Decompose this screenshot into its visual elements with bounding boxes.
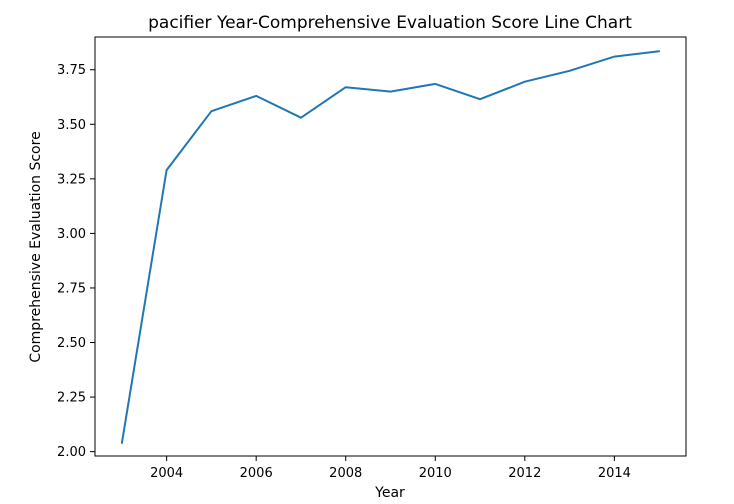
y-axis-ticks: 2.00 2.25 2.50 2.75 3.00 3.25 3.50 3.75	[57, 63, 95, 460]
y-tick-label: 2.25	[57, 391, 86, 406]
x-tick-label: 2008	[329, 466, 362, 481]
x-tick-label: 2010	[419, 466, 452, 481]
x-tick-label: 2012	[508, 466, 541, 481]
plot-area-frame	[94, 36, 687, 457]
y-tick-label: 2.75	[57, 281, 86, 296]
y-tick-label: 2.50	[57, 336, 86, 351]
y-tick-label: 3.00	[57, 227, 86, 242]
x-tick-label: 2006	[240, 466, 273, 481]
x-axis-ticks: 2004 2006 2008 2010 2012 2014	[150, 456, 631, 481]
x-axis-label: Year	[374, 485, 405, 501]
x-tick-label: 2004	[150, 466, 183, 481]
series-line	[120, 50, 661, 444]
y-tick-label: 2.00	[57, 445, 86, 460]
series-group	[120, 50, 661, 444]
chart-title: pacifier Year-Comprehensive Evaluation S…	[148, 13, 632, 33]
y-tick-label: 3.25	[57, 172, 86, 187]
y-axis-label: Comprehensive Evaluation Score	[28, 131, 44, 362]
x-tick-label: 2014	[598, 466, 631, 481]
y-tick-label: 3.75	[57, 63, 86, 78]
y-tick-label: 3.50	[57, 118, 86, 133]
